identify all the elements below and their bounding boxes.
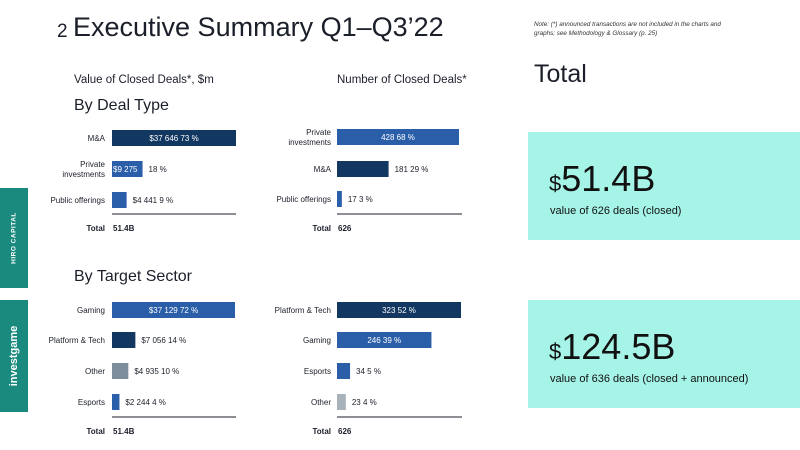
kpi-card-closed: $51.4B value of 626 deals (closed): [528, 132, 800, 240]
kpi-currency: $: [549, 339, 562, 364]
category-label: Private: [306, 128, 331, 137]
investgame-brand-tab: investgame: [0, 300, 28, 412]
section-target-sector: By Target Sector: [74, 268, 192, 285]
kpi-currency: $: [549, 171, 562, 196]
category-label: Gaming: [77, 306, 105, 315]
category-label: Other: [311, 398, 331, 407]
category-label: Gaming: [303, 336, 331, 345]
kpi-value: $124.5B: [549, 326, 675, 368]
kpi-value: $51.4B: [549, 158, 655, 200]
data-label: 428 68 %: [381, 133, 415, 142]
methodology-note: Note: (*) announced transactions are not…: [534, 21, 721, 37]
data-label: $2 244 4 %: [125, 398, 165, 407]
data-label: $4 935 10 %: [134, 367, 179, 376]
bar-1-1: [337, 161, 389, 177]
category-label: investments: [62, 170, 105, 179]
data-label: 18 %: [149, 165, 167, 174]
category-label: M&A: [88, 134, 106, 143]
data-label: 246 39 %: [367, 336, 401, 345]
total-value: 51.4B: [113, 427, 135, 436]
category-label: Esports: [304, 367, 331, 376]
category-label: Public offerings: [276, 195, 331, 204]
data-label: $37 646 73 %: [149, 134, 198, 143]
bar-1-2: [337, 191, 342, 207]
category-label: Private: [80, 160, 105, 169]
count-column-title: Number of Closed Deals*: [337, 74, 467, 86]
data-label: $37 129 72 %: [149, 306, 198, 315]
page-title: Executive Summary Q1–Q3’22: [73, 12, 444, 42]
total-label: Total: [312, 427, 331, 436]
bar-3-2: [337, 363, 351, 379]
hiro-capital-brand-tab: HIRO CAPITAL: [0, 188, 28, 288]
section-deal-type: By Deal Type: [74, 97, 169, 114]
total-title: Total: [534, 60, 587, 88]
category-label: Esports: [78, 398, 105, 407]
data-label: 323 52 %: [382, 306, 416, 315]
category-label: Public offerings: [50, 196, 105, 205]
bar-2-3: [112, 394, 120, 410]
bar-0-1: [112, 161, 143, 177]
bar-2-2: [112, 363, 129, 379]
category-label: Other: [85, 367, 105, 376]
bar-0-2: [112, 192, 127, 208]
category-label: Platform & Tech: [275, 306, 331, 315]
total-value: 626: [338, 224, 352, 233]
total-value: 626: [338, 427, 352, 436]
bar-3-3: [337, 394, 346, 410]
data-label: 23 4 %: [352, 398, 377, 407]
kpi-amount: 51.4B: [561, 158, 656, 199]
bar-0-0: [112, 130, 236, 146]
total-value: 51.4B: [113, 224, 135, 233]
kpi-card-closed-announced: $124.5B value of 636 deals (closed + ann…: [528, 300, 800, 408]
total-label: Total: [86, 224, 105, 233]
data-label: $9 275: [113, 165, 138, 174]
data-label: $7 056 14 %: [141, 336, 186, 345]
data-label: $4 441 9 %: [133, 196, 173, 205]
bar-2-0: [112, 302, 235, 318]
page-number: 2: [57, 21, 68, 42]
bar-3-0: [337, 302, 461, 318]
data-label: 181 29 %: [395, 165, 429, 174]
kpi-caption: value of 626 deals (closed): [550, 205, 682, 217]
bar-1-0: [337, 129, 459, 145]
value-column-title: Value of Closed Deals*, $m: [74, 74, 214, 86]
data-label: 34 5 %: [356, 367, 381, 376]
total-label: Total: [86, 427, 105, 436]
total-label: Total: [312, 224, 331, 233]
bar-3-1: [337, 332, 432, 348]
kpi-caption: value of 636 deals (closed + announced): [550, 373, 749, 385]
data-label: 17 3 %: [348, 195, 373, 204]
bar-2-1: [112, 332, 136, 348]
kpi-amount: 124.5B: [561, 326, 676, 367]
category-label: Platform & Tech: [49, 336, 105, 345]
category-label: M&A: [314, 165, 332, 174]
category-label: investments: [288, 138, 331, 147]
